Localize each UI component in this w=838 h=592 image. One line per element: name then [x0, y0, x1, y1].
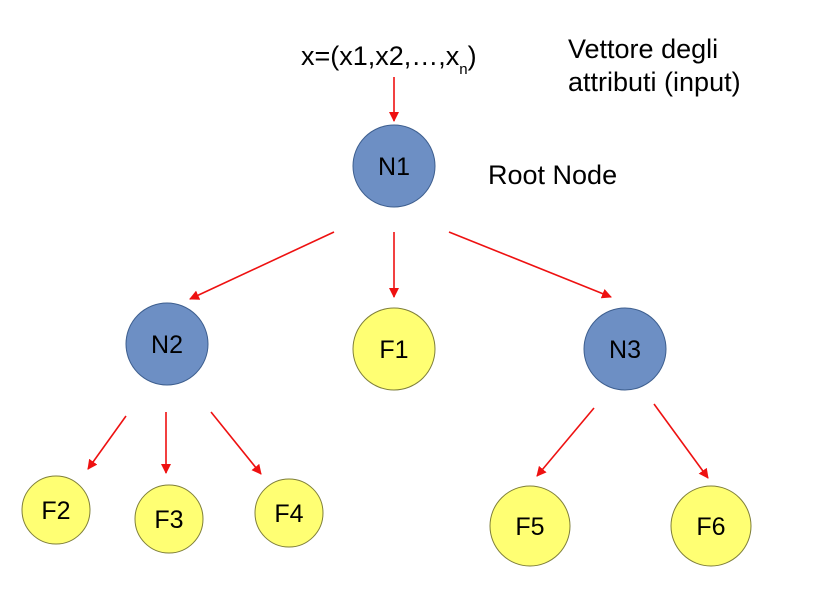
node-f4-circle — [254, 478, 324, 548]
edge-n2-to-f2 — [87, 415, 127, 470]
node-n1-circle — [352, 124, 436, 208]
edge-n1-to-n3 — [448, 231, 612, 299]
node-f5-circle — [489, 485, 571, 567]
node-n2: N2 — [125, 302, 209, 386]
input-vector-end: ) — [467, 41, 477, 71]
node-n3-circle — [583, 307, 667, 391]
node-f2-circle — [21, 475, 91, 545]
node-f6-circle — [670, 485, 752, 567]
node-f3-circle — [134, 484, 204, 554]
node-n3-label: N3 — [609, 336, 641, 364]
edge-n1-to-n2 — [189, 231, 335, 300]
edge-n3-to-f6 — [653, 403, 709, 479]
node-f6: F6 — [670, 485, 752, 567]
edge-n2-to-f4 — [210, 411, 262, 475]
node-f5-label: F5 — [515, 513, 544, 541]
node-f1-circle — [352, 307, 436, 391]
vector-annotation-line2: attributi (input) — [568, 67, 741, 97]
input-vector-subscript: n — [459, 61, 468, 78]
node-f2-label: F2 — [41, 497, 70, 525]
node-f3-label: F3 — [154, 506, 183, 534]
node-n1-label: N1 — [378, 153, 410, 181]
vector-annotation-line1: Vettore degli — [568, 34, 719, 64]
node-f4: F4 — [254, 478, 324, 548]
root-node-annotation: Root Node — [488, 160, 618, 190]
node-f1-label: F1 — [379, 336, 408, 364]
node-n3: N3 — [583, 307, 667, 391]
node-n1: N1 — [352, 124, 436, 208]
input-vector-formula: x=(x1,x2,…,xn) — [301, 40, 477, 78]
node-f6-label: F6 — [696, 513, 725, 541]
node-n2-label: N2 — [151, 331, 183, 359]
node-f3: F3 — [134, 484, 204, 554]
node-n2-circle — [125, 302, 209, 386]
node-f2: F2 — [21, 475, 91, 545]
edge-n3-to-f5 — [536, 407, 595, 477]
node-f1: F1 — [352, 307, 436, 391]
node-f4-label: F4 — [274, 500, 303, 528]
node-f5: F5 — [489, 485, 571, 567]
input-vector-main: x=(x1,x2,…,x — [301, 41, 460, 71]
